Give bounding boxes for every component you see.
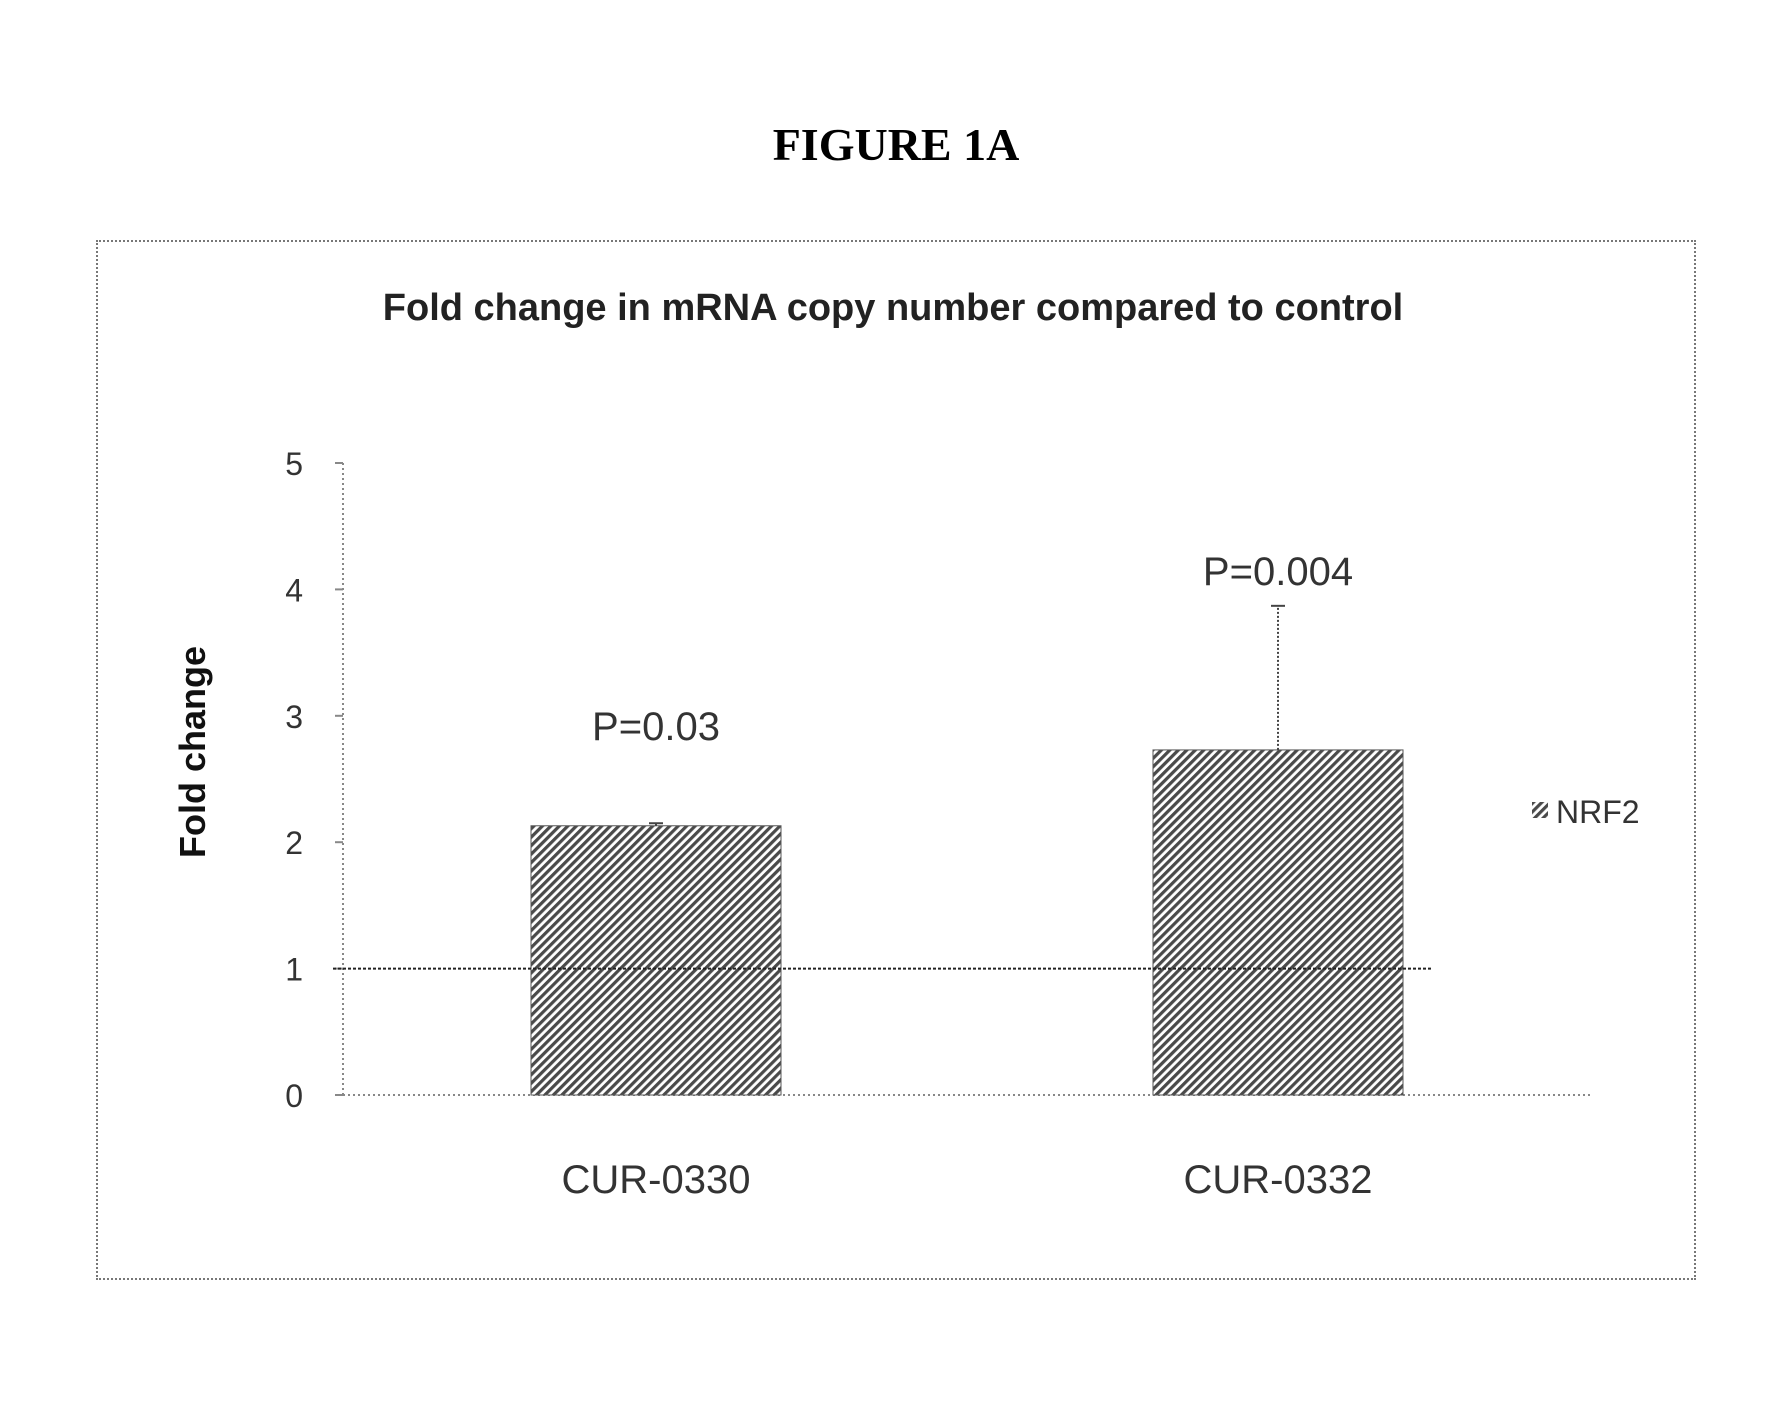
- y-tick-label: 1: [285, 952, 303, 988]
- bar: [1153, 750, 1403, 1095]
- legend-label: NRF2: [1556, 794, 1640, 830]
- p-value-label: P=0.004: [1203, 550, 1353, 594]
- x-tick-label: CUR-0332: [1184, 1158, 1373, 1202]
- p-value-label: P=0.03: [592, 705, 720, 749]
- y-tick-label: 5: [285, 446, 303, 482]
- y-axis-label: Fold change: [172, 646, 213, 858]
- bar: [531, 826, 781, 1095]
- x-tick-label: CUR-0330: [562, 1158, 751, 1202]
- chart-title: Fold change in mRNA copy number compared…: [383, 287, 1403, 329]
- y-tick-label: 2: [285, 825, 303, 861]
- y-tick-label: 0: [285, 1078, 303, 1114]
- legend-swatch: [1532, 802, 1548, 818]
- y-tick-label: 3: [285, 699, 303, 735]
- legend: NRF2: [1532, 794, 1640, 830]
- y-tick-label: 4: [285, 572, 303, 608]
